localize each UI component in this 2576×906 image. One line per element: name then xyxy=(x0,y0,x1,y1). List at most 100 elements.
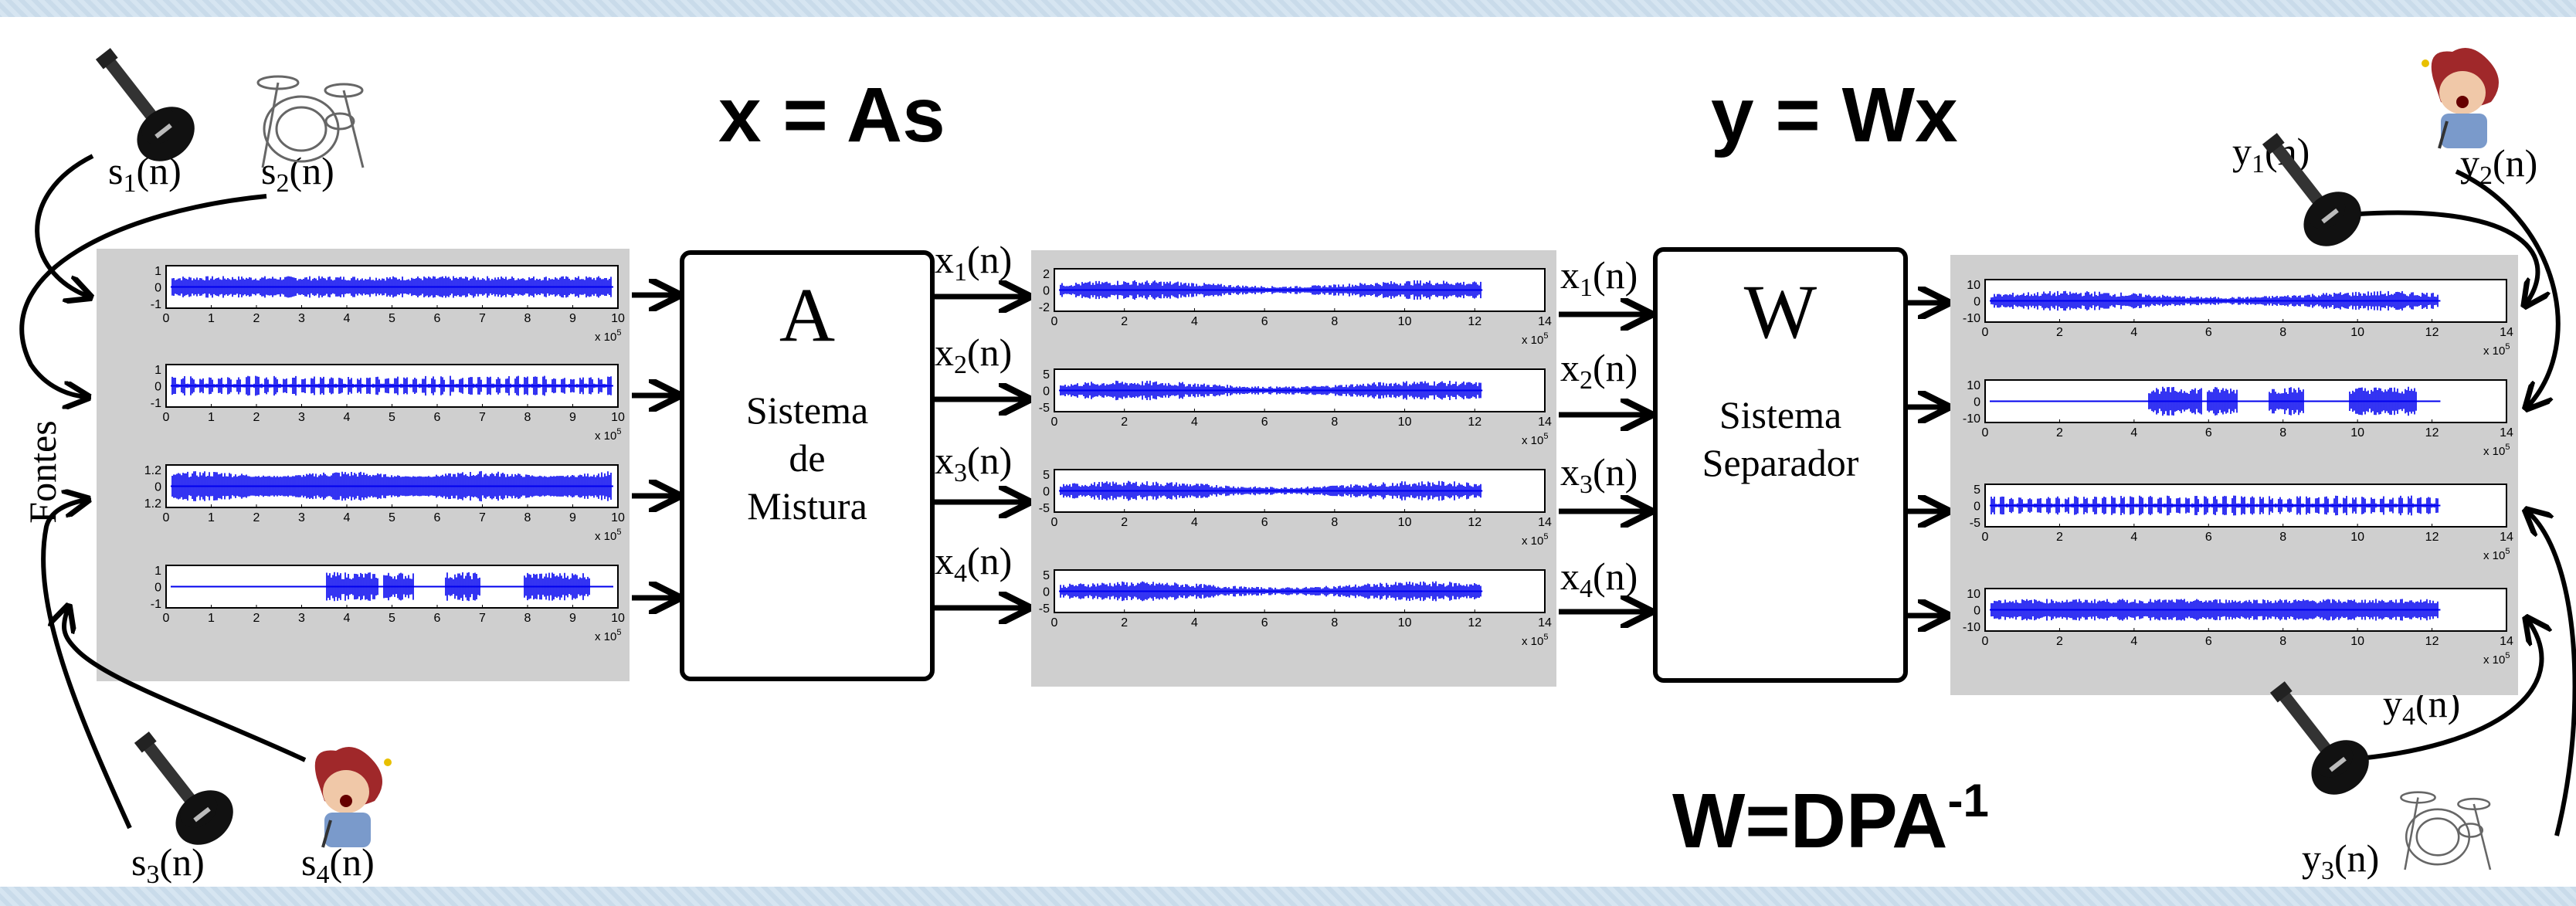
y-tick-label: 5 xyxy=(1974,484,1980,497)
x-tick-label: 8 xyxy=(524,511,531,524)
singer-icon xyxy=(314,747,392,848)
x-multiplier-label: x 105 xyxy=(595,628,621,643)
mixing-symbol: A xyxy=(779,272,836,358)
x-tick-label: 6 xyxy=(2205,635,2212,648)
singer-icon xyxy=(2422,48,2499,149)
x-tick-label: 0 xyxy=(163,612,170,625)
curve-y3-to-output4 xyxy=(2359,619,2542,761)
x-tick-label: 14 xyxy=(1538,416,1552,429)
x-tick-label: 14 xyxy=(2500,426,2513,439)
y-tick-label: 0 xyxy=(154,481,161,494)
label-y3: y3(n) xyxy=(2302,836,2380,885)
y-tick-label: 0 xyxy=(154,582,161,595)
y-tick-label: -5 xyxy=(1039,602,1050,616)
output-plot-1: 100-100 2 4 6 8 10 12 14x 105 xyxy=(1963,279,2513,358)
mixture-plots-panel xyxy=(1031,250,1556,687)
x-tick-label: 8 xyxy=(2279,635,2286,648)
x-tick-label: 0 xyxy=(163,511,170,524)
w-definition-equation: W=DPA-1 xyxy=(1672,774,1989,866)
source-plot-1: 10-10 1 2 3 4 5 6 7 8 9 10x 105 xyxy=(151,265,625,344)
separator-system-box: W Sistema Separador xyxy=(1653,247,1908,683)
x-tick-label: 10 xyxy=(2350,531,2364,544)
x-tick-label: 2 xyxy=(1121,315,1128,328)
x-tick-label: 1 xyxy=(208,312,215,325)
waveform xyxy=(1991,495,2439,516)
x-tick-label: 2 xyxy=(253,612,260,625)
y-tick-label: -5 xyxy=(1039,402,1050,415)
curve-s3-to-plot3 xyxy=(41,500,132,830)
y-tick-label: 0 xyxy=(1974,396,1980,409)
output-plot-3: 50-50 2 4 6 8 10 12 14x 105 xyxy=(1970,484,2513,562)
x-tick-label: 7 xyxy=(479,511,486,524)
x-tick-label: 6 xyxy=(1261,516,1268,529)
mixing-label-line2: de xyxy=(789,436,826,480)
source-plot-4: 10-10 1 2 3 4 5 6 7 8 9 10x 105 xyxy=(151,565,625,643)
label-x1-out: x1(n) xyxy=(935,238,1013,287)
x-multiplier-exponent: 5 xyxy=(2505,342,2510,351)
x-tick-label: 5 xyxy=(389,411,395,424)
x-tick-label: 10 xyxy=(1398,516,1412,529)
arrows-layer xyxy=(19,154,2576,836)
y-tick-label: 0 xyxy=(1043,586,1050,599)
y-tick-label: -10 xyxy=(1963,621,1980,634)
x-tick-label: 2 xyxy=(253,312,260,325)
x-tick-label: 14 xyxy=(2500,326,2513,339)
x-tick-label: 10 xyxy=(2350,635,2364,648)
x-tick-label: 8 xyxy=(1331,315,1338,328)
x-tick-label: 10 xyxy=(1398,315,1412,328)
label-x2-out: x2(n) xyxy=(935,331,1013,379)
x-tick-label: 7 xyxy=(479,612,486,625)
x-tick-label: 6 xyxy=(1261,315,1268,328)
x-tick-label: 6 xyxy=(1261,416,1268,429)
waveform xyxy=(1060,380,1481,401)
drum-kit-icon xyxy=(256,75,365,168)
y-tick-label: 1 xyxy=(154,364,161,377)
x-tick-label: 0 xyxy=(163,411,170,424)
y-tick-label: 10 xyxy=(1967,588,1980,601)
curve-y1-to-output2 xyxy=(2455,169,2561,407)
x-tick-label: 6 xyxy=(2205,426,2212,439)
y-tick-label: -2 xyxy=(1039,301,1050,314)
y-tick-label: -1 xyxy=(151,598,161,611)
x-tick-label: 10 xyxy=(611,411,625,424)
y-tick-label: 5 xyxy=(1043,368,1050,382)
y-tick-label: -5 xyxy=(1970,517,1980,530)
source-plot-2: 10-10 1 2 3 4 5 6 7 8 9 10x 105 xyxy=(151,364,625,443)
source-plot-3: 1.201.20 1 2 3 4 5 6 7 8 9 10x 105 xyxy=(144,464,625,543)
label-s2: s2(n) xyxy=(261,149,334,198)
x-tick-label: 2 xyxy=(1121,516,1128,529)
electric-guitar-icon xyxy=(2269,681,2369,795)
y-tick-label: 5 xyxy=(1043,469,1050,482)
x-multiplier-exponent: 5 xyxy=(616,427,621,436)
y-tick-label: 0 xyxy=(1974,296,1980,309)
waveform xyxy=(171,375,612,396)
x-tick-label: 4 xyxy=(1191,616,1198,629)
x-tick-label: 12 xyxy=(2425,426,2439,439)
y-tick-label: 10 xyxy=(1967,279,1980,292)
x-tick-label: 0 xyxy=(1051,416,1058,429)
x-tick-label: 12 xyxy=(1468,616,1481,629)
x-tick-label: 8 xyxy=(1331,516,1338,529)
x-tick-label: 8 xyxy=(2279,326,2286,339)
label-s4: s4(n) xyxy=(301,840,375,889)
x-tick-label: 10 xyxy=(2350,426,2364,439)
x-tick-label: 9 xyxy=(569,612,576,625)
waveform xyxy=(1060,581,1481,602)
x-tick-label: 0 xyxy=(1982,426,1989,439)
y-tick-label: 0 xyxy=(1974,605,1980,618)
x-tick-label: 8 xyxy=(524,411,531,424)
x-tick-label: 2 xyxy=(2056,531,2063,544)
x-multiplier-label: x 105 xyxy=(1522,432,1548,447)
x-tick-label: 5 xyxy=(389,312,395,325)
curve-s4-to-plot4 xyxy=(64,608,307,762)
x-multiplier-exponent: 5 xyxy=(2505,443,2510,452)
x-tick-label: 6 xyxy=(434,511,441,524)
x-tick-label: 2 xyxy=(253,511,260,524)
mixing-label-line3: Mistura xyxy=(747,484,867,528)
x-multiplier-label: x 105 xyxy=(595,528,621,543)
output-plot-2: 100-100 2 4 6 8 10 12 14x 105 xyxy=(1963,379,2513,458)
w-definition-main: W=DPA xyxy=(1672,778,1948,864)
x-tick-label: 2 xyxy=(2056,426,2063,439)
x-multiplier-label: x 105 xyxy=(1522,532,1548,548)
